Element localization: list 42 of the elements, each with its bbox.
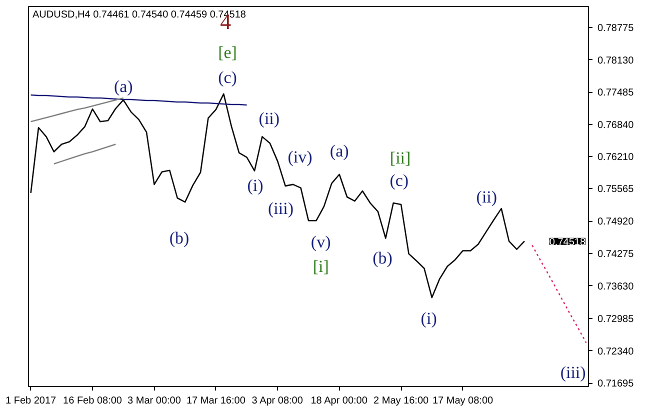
y-tick-label: 0.72985: [598, 314, 634, 325]
line-series: [30, 94, 248, 106]
annotation: (i): [247, 176, 264, 195]
annotation: [i]: [312, 256, 329, 276]
x-tick-label: 17 May 08:00: [432, 396, 494, 406]
annotation: (b): [372, 248, 392, 268]
annotation: (ii): [476, 188, 498, 207]
annotation: (c): [218, 68, 237, 87]
annotation: (a): [330, 141, 349, 160]
y-tick-label: 0.76210: [598, 152, 634, 163]
line-series: [532, 244, 587, 344]
annotation: (v): [310, 232, 331, 252]
y-tick-label: 0.76840: [598, 120, 634, 132]
x-tick-label: 16 Feb 08:00: [63, 396, 122, 406]
annotation: (a): [114, 76, 133, 96]
annotation: [e]: [218, 43, 237, 62]
line-series: [30, 97, 124, 122]
y-tick-label: 0.75565: [598, 184, 634, 196]
y-tick-label: 0.73630: [598, 281, 634, 292]
line-series: [53, 144, 116, 164]
annotation: (c): [390, 170, 409, 190]
x-tick-label: 1 Feb 2017: [6, 396, 57, 406]
y-tick-label: 0.74275: [598, 249, 634, 260]
x-tick-label: 2 May 16:00: [374, 396, 430, 406]
annotation: 0.74518: [549, 236, 586, 248]
y-tick-label: 0.77485: [598, 88, 634, 99]
x-tick-label: 3 Apr 08:00: [252, 396, 304, 406]
y-tick-label: 0.78775: [598, 22, 634, 34]
y-tick-label: 0.78130: [598, 55, 634, 66]
y-tick-label: 0.71695: [598, 378, 634, 390]
annotation: (b): [169, 228, 190, 248]
y-tick-label: 0.72340: [598, 346, 634, 358]
annotation: (iii): [268, 199, 294, 218]
x-tick-label: 18 Apr 00:00: [310, 396, 368, 406]
x-tick-label: 17 Mar 16:00: [186, 396, 246, 406]
annotation: (i): [420, 309, 437, 328]
annotation: [ii]: [390, 148, 411, 168]
x-tick-label: 3 Mar 00:00: [128, 396, 182, 406]
y-tick-label: 0.74920: [598, 216, 634, 228]
annotation: (ii): [258, 109, 280, 128]
annotation: (iii): [560, 362, 586, 382]
annotation: (iv): [288, 147, 312, 166]
